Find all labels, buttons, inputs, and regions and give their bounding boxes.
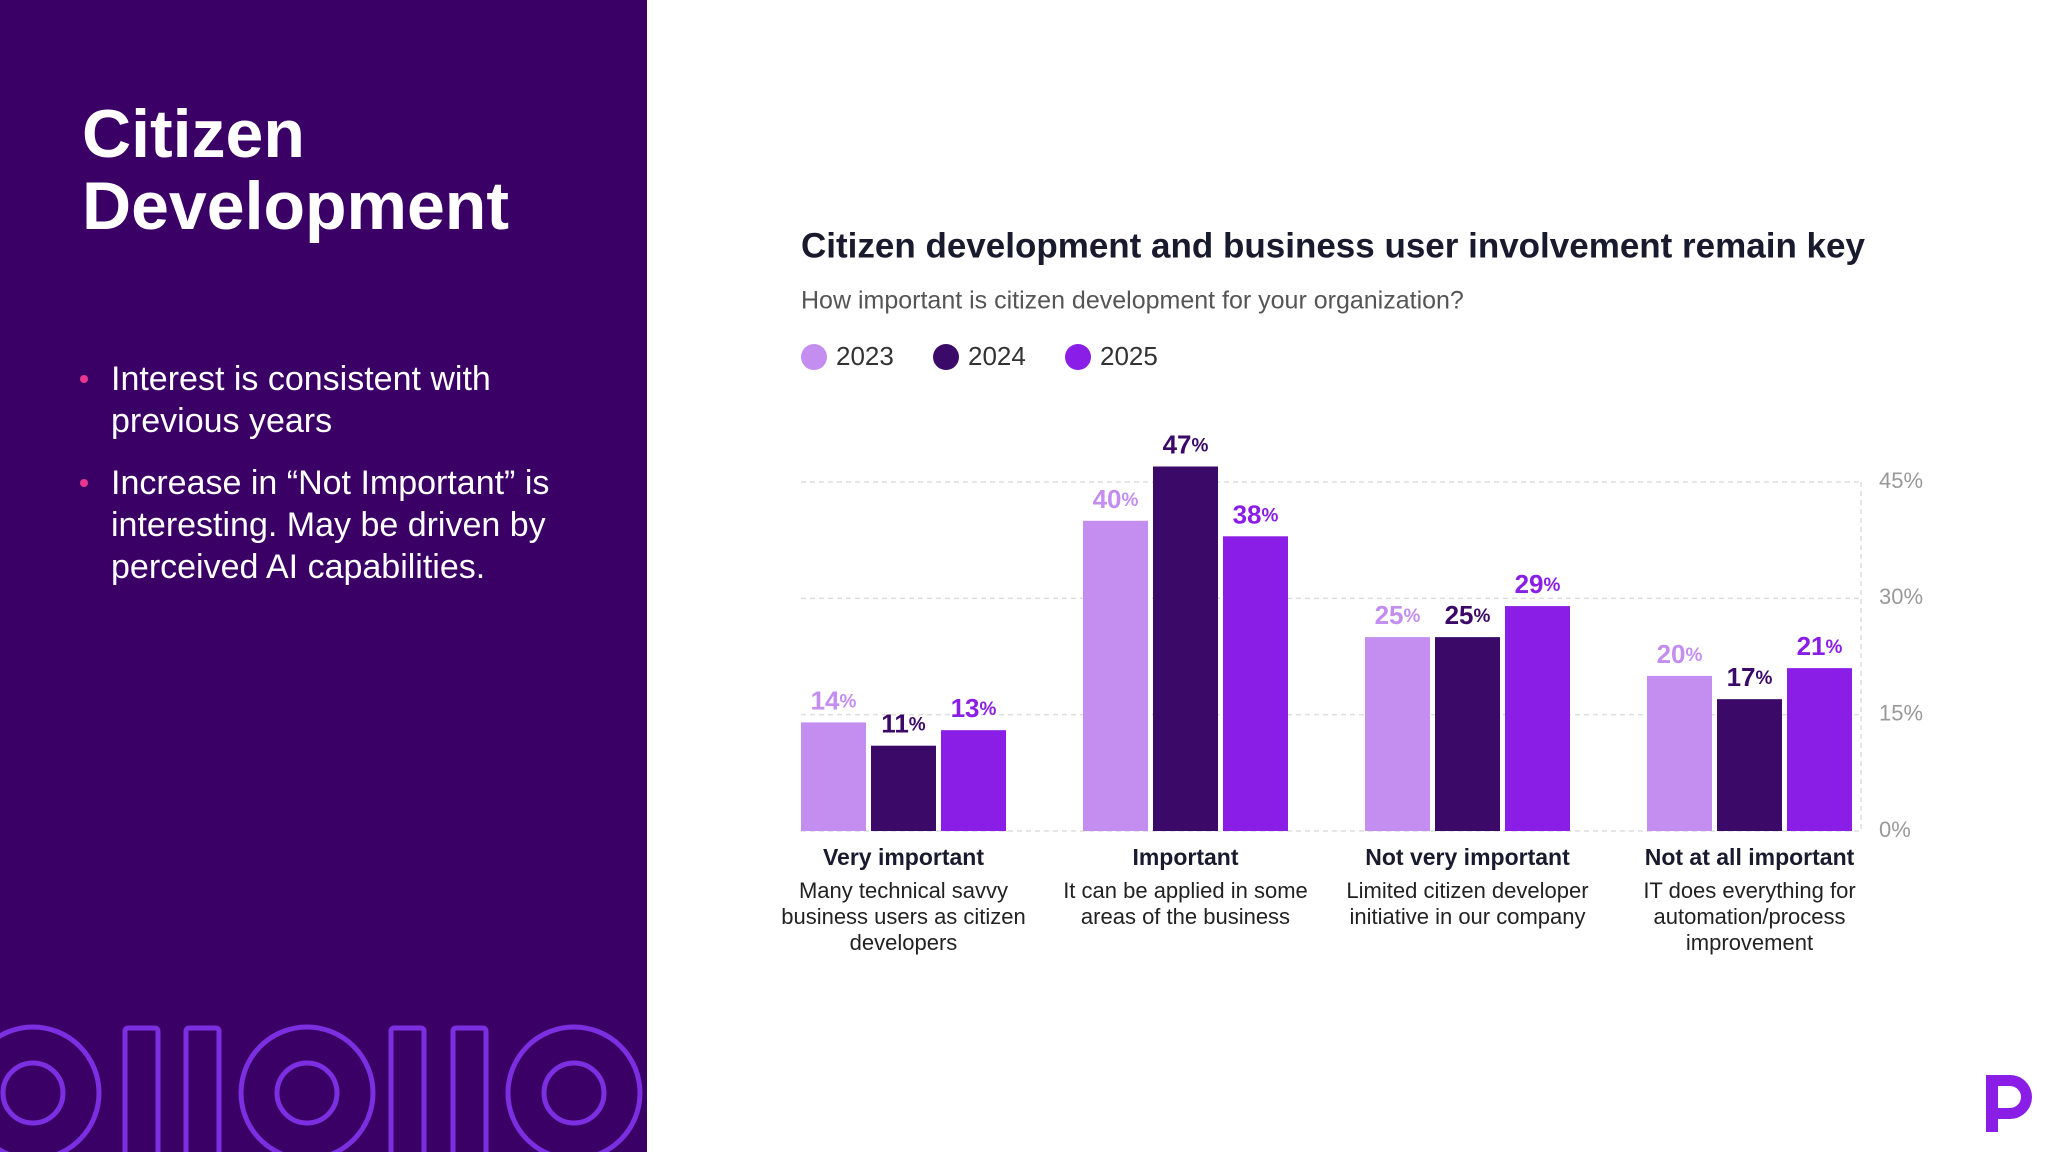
category-description: Many technical savvy business users as c… — [781, 878, 1026, 955]
chart-subtitle: How important is citizen development for… — [801, 287, 1464, 315]
data-label: 47% — [1163, 429, 1209, 459]
legend-marker — [1065, 344, 1091, 370]
data-label: 25% — [1445, 600, 1491, 630]
x-tick-label: Not at all important — [1645, 844, 1855, 870]
y-tick-label: 30% — [1879, 584, 1923, 609]
data-label: 17% — [1727, 662, 1773, 692]
data-label: 21% — [1797, 631, 1843, 661]
bar — [1505, 606, 1570, 831]
data-label: 29% — [1515, 569, 1561, 599]
slide-title: Citizen Development — [82, 96, 509, 244]
bullet: Increase in “Not Important” is interesti… — [80, 462, 560, 588]
data-label: 14% — [811, 685, 857, 715]
legend-label: 2024 — [968, 341, 1026, 371]
bar — [941, 730, 1006, 831]
bar — [1083, 520, 1148, 831]
bar — [1153, 466, 1218, 831]
y-tick-label: 15% — [1879, 700, 1923, 725]
legend-marker — [801, 344, 827, 370]
data-label: 11% — [881, 709, 926, 739]
y-tick-label: 45% — [1879, 468, 1923, 493]
legend-label: 2025 — [1100, 341, 1158, 371]
bar — [1717, 699, 1782, 831]
bullet: Interest is consistent with previous yea… — [80, 358, 560, 442]
category-description: IT does everything for automation/proces… — [1643, 878, 1856, 955]
x-tick-label: Important — [1132, 844, 1238, 870]
category-description: It can be applied in some areas of the b… — [1063, 878, 1308, 929]
data-label: 20% — [1657, 639, 1703, 669]
sidebar: Citizen Development Interest is consiste… — [0, 0, 647, 1152]
bar — [801, 722, 866, 831]
data-label: 13% — [951, 693, 997, 723]
bar — [1223, 536, 1288, 831]
data-label: 40% — [1093, 484, 1139, 514]
data-label: 25% — [1375, 600, 1421, 630]
x-tick-label: Not very important — [1365, 844, 1570, 870]
legend-label: 2023 — [836, 341, 894, 371]
bar — [1787, 668, 1852, 831]
bar — [1435, 637, 1500, 831]
bar — [1365, 637, 1430, 831]
logo — [1986, 1075, 2032, 1132]
y-tick-label: 0% — [1879, 817, 1911, 842]
bar — [1647, 675, 1712, 831]
bullet-list: Interest is consistent with previous yea… — [80, 358, 560, 608]
data-label: 38% — [1233, 499, 1279, 529]
chart-title: Citizen development and business user in… — [801, 226, 1865, 265]
bar — [871, 745, 936, 831]
category-description: Limited citizen developer initiative in … — [1346, 878, 1589, 929]
x-tick-label: Very important — [823, 844, 984, 870]
legend-marker — [933, 344, 959, 370]
decoration — [0, 1024, 643, 1152]
